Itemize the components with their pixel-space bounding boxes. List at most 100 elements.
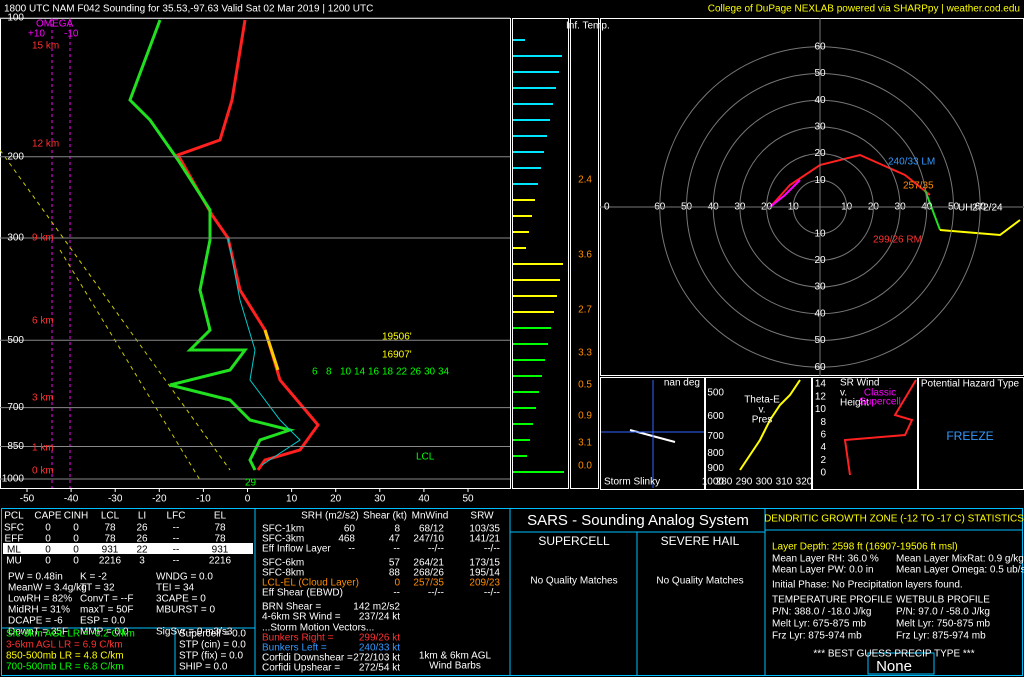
kinematics-barbs-label: 1km & 6km AGL [419,651,492,662]
skewt-heights: 6 km [32,316,54,327]
theta-e-xticks: 290 [736,477,753,488]
theta-e-yticks: 600 [707,411,724,422]
skewt-pressure-ticks: 100 [7,13,24,24]
dgz-phase: Initial Phase: No Precipitation layers f… [772,580,963,591]
skewt-mixing-ratios: 16 [368,367,380,378]
sr-wind-yticks: 6 [820,429,826,440]
theta-e-title: Pres [752,415,773,426]
dgz-temp: Frz Lyr: 875-974 mb [772,631,862,642]
inferred-temp-labels: 2.4 [578,175,592,186]
skewt-heights: 3 km [32,393,54,404]
theta-e-xticks: 300 [756,477,773,488]
indices-n: PW = 0.48in [8,572,63,583]
kinematics-storm-title: ...Storm Motion Vectors... [262,623,374,634]
sr-wind-yticks: 0 [820,468,826,479]
skewt-temp-ticks: 0 [245,494,251,505]
sr-wind-yticks: 4 [820,442,826,453]
skewt-temp-ticks: 40 [418,494,430,505]
kinematics-storm: Corfidi Upshear = [262,663,340,674]
theta-e-yticks: 500 [707,388,724,399]
lapse-rates-n: Sfc-3km AGL LR = -0.2 C/km [6,629,135,640]
parcels-rows: 22 [136,545,148,556]
parcels-rows: 0 [73,534,79,545]
sr-wind-yticks: 14 [815,379,827,390]
kinematics-rows: Eff Inflow Layer [262,544,331,555]
parcels-rows: 3 [139,556,145,567]
kinematics-rows: 247/10 [413,534,444,545]
skewt-heights: 0 km [32,466,54,477]
hazard-title: Potential Hazard Type [921,379,1020,390]
skewt-temp-ticks: -20 [152,494,167,505]
parcels-rows: 26 [136,534,148,545]
indices-n: DCAPE = -6 [8,616,63,627]
lapse-rates-n: 3-6km AGL LR = 6.9 C/km [6,640,123,651]
composites-n: SHIP = 0.0 [179,662,228,673]
indices-n: SigSvr = 0 m3/s3 [156,627,233,638]
skewt-dgz-bottom: 16907' [382,350,412,361]
parcels-rows: 931 [102,545,119,556]
kinematics-storm: Bunkers Left = [262,643,327,654]
sr-wind-yticks: 10 [815,404,827,415]
kinematics-rowsn: LCL-EL (Cloud Layer) [262,578,359,589]
skewt-sfc-temp: 29 [245,478,257,489]
lapse-rates-n: 850-500mb LR = 4.8 C/km [6,651,124,662]
parcels-rows: 0 [73,523,79,534]
slinky-deg: nan deg [664,378,700,389]
indices-n: WNDG = 0.0 [156,572,213,583]
skewt-temp-ticks: -30 [108,494,123,505]
dgz-temp: P/N: 388.0 / -18.0 J/kg [772,607,872,618]
sr-wind-yticks: 8 [820,417,826,428]
dgz-omega: Mean Layer Omega: 0.5 ub/s [896,565,1024,576]
skewt-temp-ticks: -50 [20,494,35,505]
dgz-wb-title: WETBULB PROFILE [896,595,990,606]
kinematics-extra: 237/24 kt [359,612,400,623]
parcels-rows: 0 [45,556,51,567]
skewt-mixing-ratios: 10 [340,367,352,378]
kinematics-rows: 141/21 [469,534,500,545]
theta-e-xticks: 320 [796,477,813,488]
parcels-rows: -- [173,556,180,567]
kinematics-rows: -- [348,544,355,555]
sars-hail-result: No Quality Matches [656,576,743,587]
parcels-rows: 78 [104,523,116,534]
dgz-wb: Melt Lyr: 750-875 mb [896,619,991,630]
kinematics-header: SRH (m2/s2) [301,511,359,522]
indices-n: 3CAPE = 0 [156,594,206,605]
profiles [128,19,1021,476]
frames [0,18,1024,676]
parcels-rows: 0 [45,534,51,545]
kinematics-storm: Corfidi Downshear = [262,653,353,664]
skewt-mixing-ratios: 14 [354,367,366,378]
parcels-rows: 78 [214,534,226,545]
skewt-dgz-top: 19506' [382,332,412,343]
dgz-pw: Mean Layer PW: 0.0 in [772,565,874,576]
inferred-temp-labels: 3.6 [578,250,592,261]
skewt-pressure-ticks: 300 [7,233,24,244]
parcels-rows: 26 [136,523,148,534]
indices-n: MidRH = 31% [8,605,70,616]
kinematics-rows: 60 [344,524,356,535]
indices-n: TT = 32 [80,583,115,594]
header-credit: College of DuPage NEXLAB powered via SHA… [708,4,1020,15]
kinematics-header: Shear (kt) [363,511,407,522]
theta-e-yticks: 1000 [702,477,725,488]
skewt-temp-ticks: 30 [374,494,386,505]
dgz-precip-title: *** BEST GUESS PRECIP TYPE *** [813,649,974,660]
header-title: 1800 UTC NAM F042 Sounding for 35.53,-97… [4,4,373,15]
dgz-temp: Melt Lyr: 675-875 mb [772,619,867,630]
hodograph-zero: 0 [604,202,610,213]
parcels-header: CAPE [34,511,62,522]
kinematics-rows: 8 [394,524,400,535]
skewt-heights: 9 km [32,233,54,244]
skewt-lcl: LCL [416,452,435,463]
dgz-rh: Mean Layer RH: 36.0 % [772,554,879,565]
sars-hail: SEVERE HAIL [661,534,740,548]
skewt-omega: OMEGA [36,19,74,30]
parcels-header: EL [214,511,227,522]
theta-e-xticks: 280 [716,477,733,488]
skewt-pressure-ticks: 700 [7,402,24,413]
kinematics-rows: 103/35 [469,524,500,535]
parcels-rows: 0 [73,556,79,567]
theta-e-title: Theta-E [744,395,780,406]
kinematics-rowsn: 264/21 [413,558,444,569]
